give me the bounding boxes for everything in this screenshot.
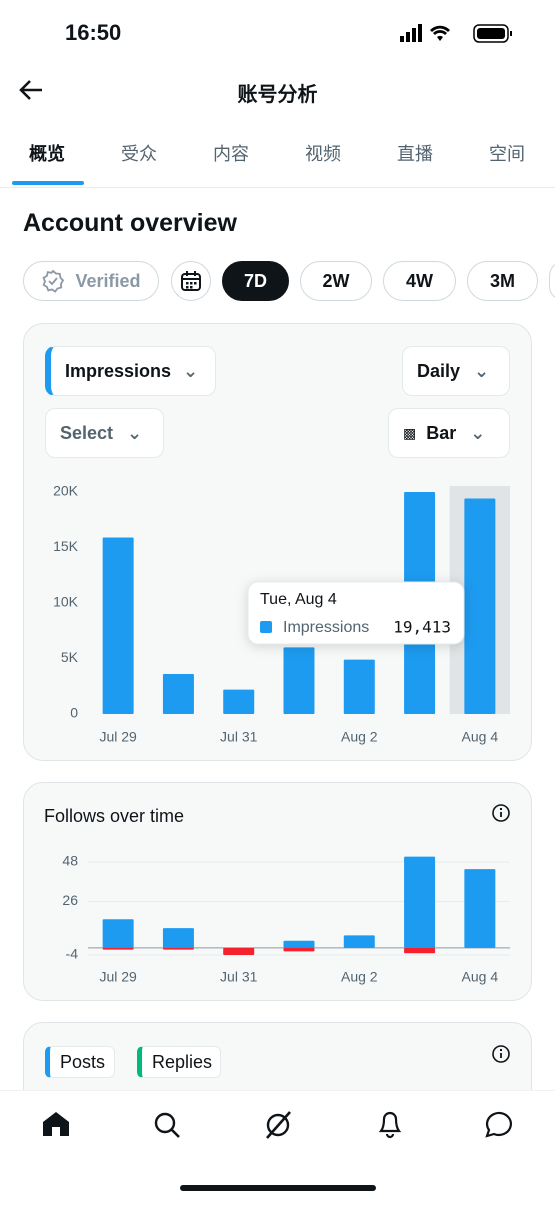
verified-icon: [42, 269, 65, 293]
filter-label: 2W: [322, 270, 350, 291]
messages-tab[interactable]: [485, 1111, 512, 1138]
filter-label: Verified: [75, 270, 141, 291]
bottom-nav: [0, 1090, 555, 1200]
filter-chip[interactable]: 2W: [300, 261, 372, 301]
filter-label: 3M: [489, 270, 515, 291]
legend-chip[interactable]: Posts: [45, 1046, 115, 1078]
back-button[interactable]: [18, 78, 44, 102]
tab[interactable]: 空间: [489, 144, 525, 164]
filter-label: 7D: [243, 270, 267, 291]
dropdown-label: Impressions: [65, 360, 172, 381]
calendar-icon: [181, 271, 201, 291]
tab[interactable]: 概览: [29, 144, 65, 164]
tab[interactable]: 受众: [121, 144, 157, 164]
status-time: 16:50: [65, 20, 122, 45]
card-title: Follows over time: [44, 806, 185, 826]
info-icon[interactable]: [491, 1044, 511, 1064]
search-tab[interactable]: [154, 1112, 180, 1138]
info-icon[interactable]: [491, 803, 511, 823]
home-tab[interactable]: [43, 1112, 69, 1136]
tab[interactable]: 视频: [305, 144, 341, 164]
tab-indicator: [12, 181, 84, 185]
notifications-tab[interactable]: [378, 1111, 402, 1139]
filter-chip[interactable]: 7D: [222, 261, 289, 301]
filter-label: 4W: [406, 270, 433, 291]
grok-tab[interactable]: [266, 1111, 291, 1139]
tab[interactable]: 内容: [213, 144, 249, 164]
dropdown-label: Daily: [417, 360, 461, 381]
legend-chip[interactable]: Replies: [137, 1046, 221, 1078]
compare-dropdown[interactable]: Select ⌄: [45, 408, 164, 458]
chart-type-dropdown[interactable]: ▩ Bar ⌄: [388, 408, 510, 458]
metric-dropdown[interactable]: Impressions ⌄: [45, 346, 216, 396]
nav-icons: [43, 1111, 512, 1191]
divider: [0, 187, 555, 188]
period-dropdown[interactable]: Daily ⌄: [402, 346, 510, 396]
tab[interactable]: 直播: [397, 144, 433, 164]
filter-chip[interactable]: Verified: [23, 261, 159, 301]
filter-chip[interactable]: 4W: [383, 261, 456, 301]
calendar-button[interactable]: [171, 261, 211, 301]
filter-chip[interactable]: [549, 261, 555, 301]
section-title: Account overview: [23, 209, 237, 237]
dropdown-label: Bar: [426, 422, 457, 443]
legend-label: Replies: [152, 1051, 213, 1072]
legend-label: Posts: [60, 1051, 106, 1072]
status-icons: [400, 24, 512, 43]
dropdown-label: Select: [60, 422, 114, 443]
follows-card: [23, 782, 532, 1001]
home-indicator: [180, 1185, 376, 1191]
header-title: 账号分析: [237, 84, 318, 106]
filter-chip[interactable]: 3M: [467, 261, 538, 301]
